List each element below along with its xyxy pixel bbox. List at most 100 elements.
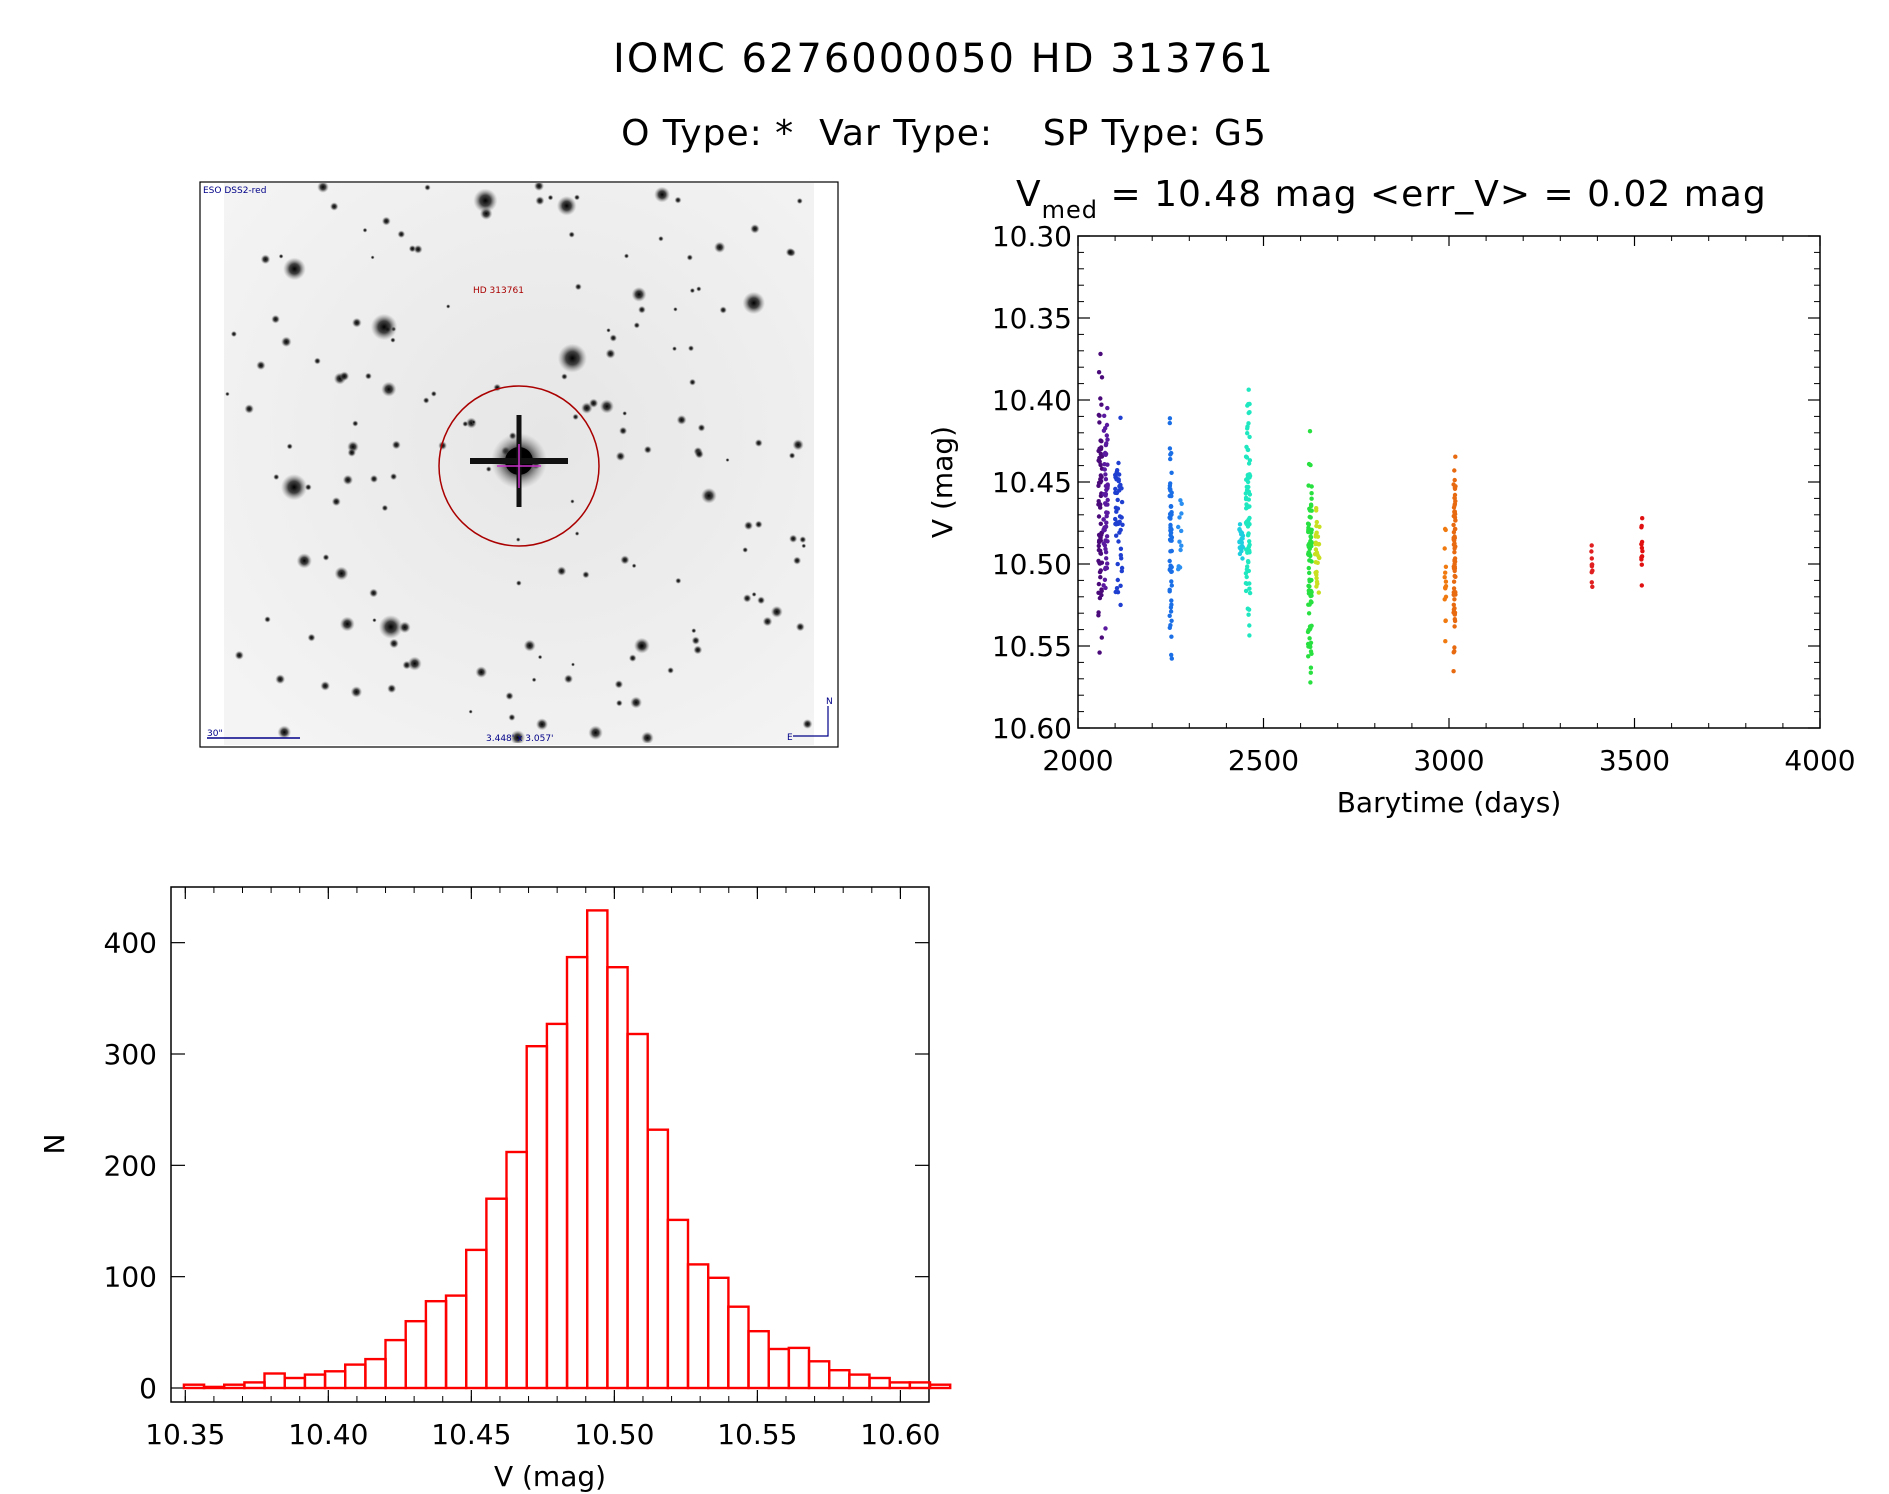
lightcurve-point xyxy=(1246,568,1252,574)
lightcurve-point xyxy=(1169,450,1174,456)
histogram-bar xyxy=(202,1385,226,1390)
lightcurve-point xyxy=(1316,555,1322,560)
lightcurve-point xyxy=(1177,565,1183,570)
finder-star xyxy=(691,628,697,634)
histogram-xlabel: V (mag) xyxy=(494,1460,606,1493)
histogram-xtick-label: 10.60 xyxy=(860,1418,940,1451)
lightcurve-point xyxy=(1113,486,1118,492)
finder-star xyxy=(643,445,652,454)
histogram-bar xyxy=(707,1276,730,1390)
target-circle-marker xyxy=(438,385,600,547)
finder-star xyxy=(271,314,280,324)
lightcurve-point xyxy=(1099,375,1105,380)
lightcurve-point xyxy=(1452,535,1458,541)
lightcurve-point xyxy=(1101,428,1107,433)
compass-icon xyxy=(793,706,829,737)
finder-star xyxy=(568,231,575,238)
lightcurve-point xyxy=(1315,560,1320,565)
lightcurve-point xyxy=(1306,654,1311,659)
finder-star xyxy=(413,244,423,254)
finder-star xyxy=(351,317,362,328)
lightcurve-point xyxy=(1443,579,1449,584)
lightcurve-point xyxy=(1169,512,1174,517)
lightcurve-point xyxy=(1097,569,1103,575)
finder-star xyxy=(422,397,430,404)
finder-star xyxy=(234,650,244,660)
compass-east-label: E xyxy=(787,733,793,743)
lightcurve-ytick-label: 10.40 xyxy=(992,384,1072,417)
histogram-bar xyxy=(303,1373,327,1390)
finder-star xyxy=(691,636,700,645)
lightcurve-point xyxy=(1105,510,1110,515)
lightcurve-point xyxy=(1114,586,1120,591)
lightcurve-point xyxy=(1247,434,1252,440)
lightcurve-point xyxy=(1245,403,1250,408)
finder-star xyxy=(696,286,702,292)
finder-star xyxy=(471,420,476,425)
histogram-bar xyxy=(364,1357,387,1390)
finder-star xyxy=(342,474,354,486)
lightcurve-point xyxy=(1168,481,1173,486)
finder-star xyxy=(620,555,630,565)
lightcurve-xtick-label: 2000 xyxy=(1042,744,1113,777)
lightcurve-point xyxy=(1246,410,1251,416)
histogram-bar xyxy=(928,1383,952,1390)
lightcurve-point xyxy=(1443,570,1448,575)
finder-star xyxy=(505,691,514,701)
histogram-bar xyxy=(404,1319,428,1390)
histogram-bar xyxy=(606,966,629,1390)
lightcurve-point xyxy=(1309,491,1314,496)
lightcurve-point xyxy=(1098,502,1103,507)
lightcurve-point xyxy=(1452,618,1458,624)
histogram-xtick-label: 10.50 xyxy=(574,1418,654,1451)
finder-star xyxy=(672,346,677,352)
finder-star xyxy=(673,307,678,312)
finder-star xyxy=(687,345,695,352)
histogram-plot-area xyxy=(170,886,930,1403)
lightcurve-point xyxy=(1307,624,1313,629)
lightcurve-point xyxy=(1178,547,1183,553)
finder-star xyxy=(387,684,397,694)
lightcurve-point xyxy=(1589,562,1595,567)
lightcurve-point xyxy=(1099,402,1104,407)
finder-star xyxy=(574,283,582,291)
finder-star xyxy=(531,677,537,683)
finder-star xyxy=(631,563,637,569)
histogram-bar xyxy=(243,1381,266,1390)
lightcurve-point xyxy=(1451,505,1457,510)
finder-star xyxy=(547,194,554,201)
lightcurve-point xyxy=(1315,534,1321,539)
lightcurve-point xyxy=(1314,508,1319,513)
lightcurve-point xyxy=(1119,499,1125,505)
lightcurve-point xyxy=(1114,522,1119,527)
lightcurve-point xyxy=(1306,522,1312,527)
lightcurve-point xyxy=(1639,542,1644,547)
lightcurve-point xyxy=(1115,497,1120,503)
histogram-bar xyxy=(444,1294,468,1390)
lightcurve-point xyxy=(1313,547,1319,552)
lightcurve-title-rest: = 10.48 mag <err_V> = 0.02 mag xyxy=(1098,174,1767,215)
finder-star xyxy=(719,306,727,314)
lightcurve-point xyxy=(1313,570,1318,575)
lightcurve-ticks: 2000 2500 3000 3500 4000 10.30 10.35 10.40 10.45… xyxy=(992,220,1856,777)
lightcurve-point xyxy=(1116,539,1121,544)
finder-star xyxy=(788,452,796,459)
lightcurve-point xyxy=(1103,626,1108,631)
lightcurve-point xyxy=(1452,477,1457,483)
lightcurve-point xyxy=(1237,522,1243,527)
finder-star xyxy=(556,566,567,576)
finder-star xyxy=(320,681,331,691)
finder-star xyxy=(714,241,726,253)
finder-star xyxy=(339,616,355,632)
lightcurve-point xyxy=(1306,525,1311,530)
lightcurve-point xyxy=(1169,602,1174,607)
lightcurve-point xyxy=(1099,592,1104,598)
lightcurve-point xyxy=(1451,542,1457,547)
lightcurve-point xyxy=(1639,583,1645,588)
lightcurve-point xyxy=(1167,416,1173,421)
lightcurve-point xyxy=(1096,547,1102,553)
lightcurve-point xyxy=(1451,610,1456,615)
finder-star xyxy=(256,360,266,371)
lightcurve-point xyxy=(1453,454,1458,459)
lightcurve-point xyxy=(1119,568,1125,574)
